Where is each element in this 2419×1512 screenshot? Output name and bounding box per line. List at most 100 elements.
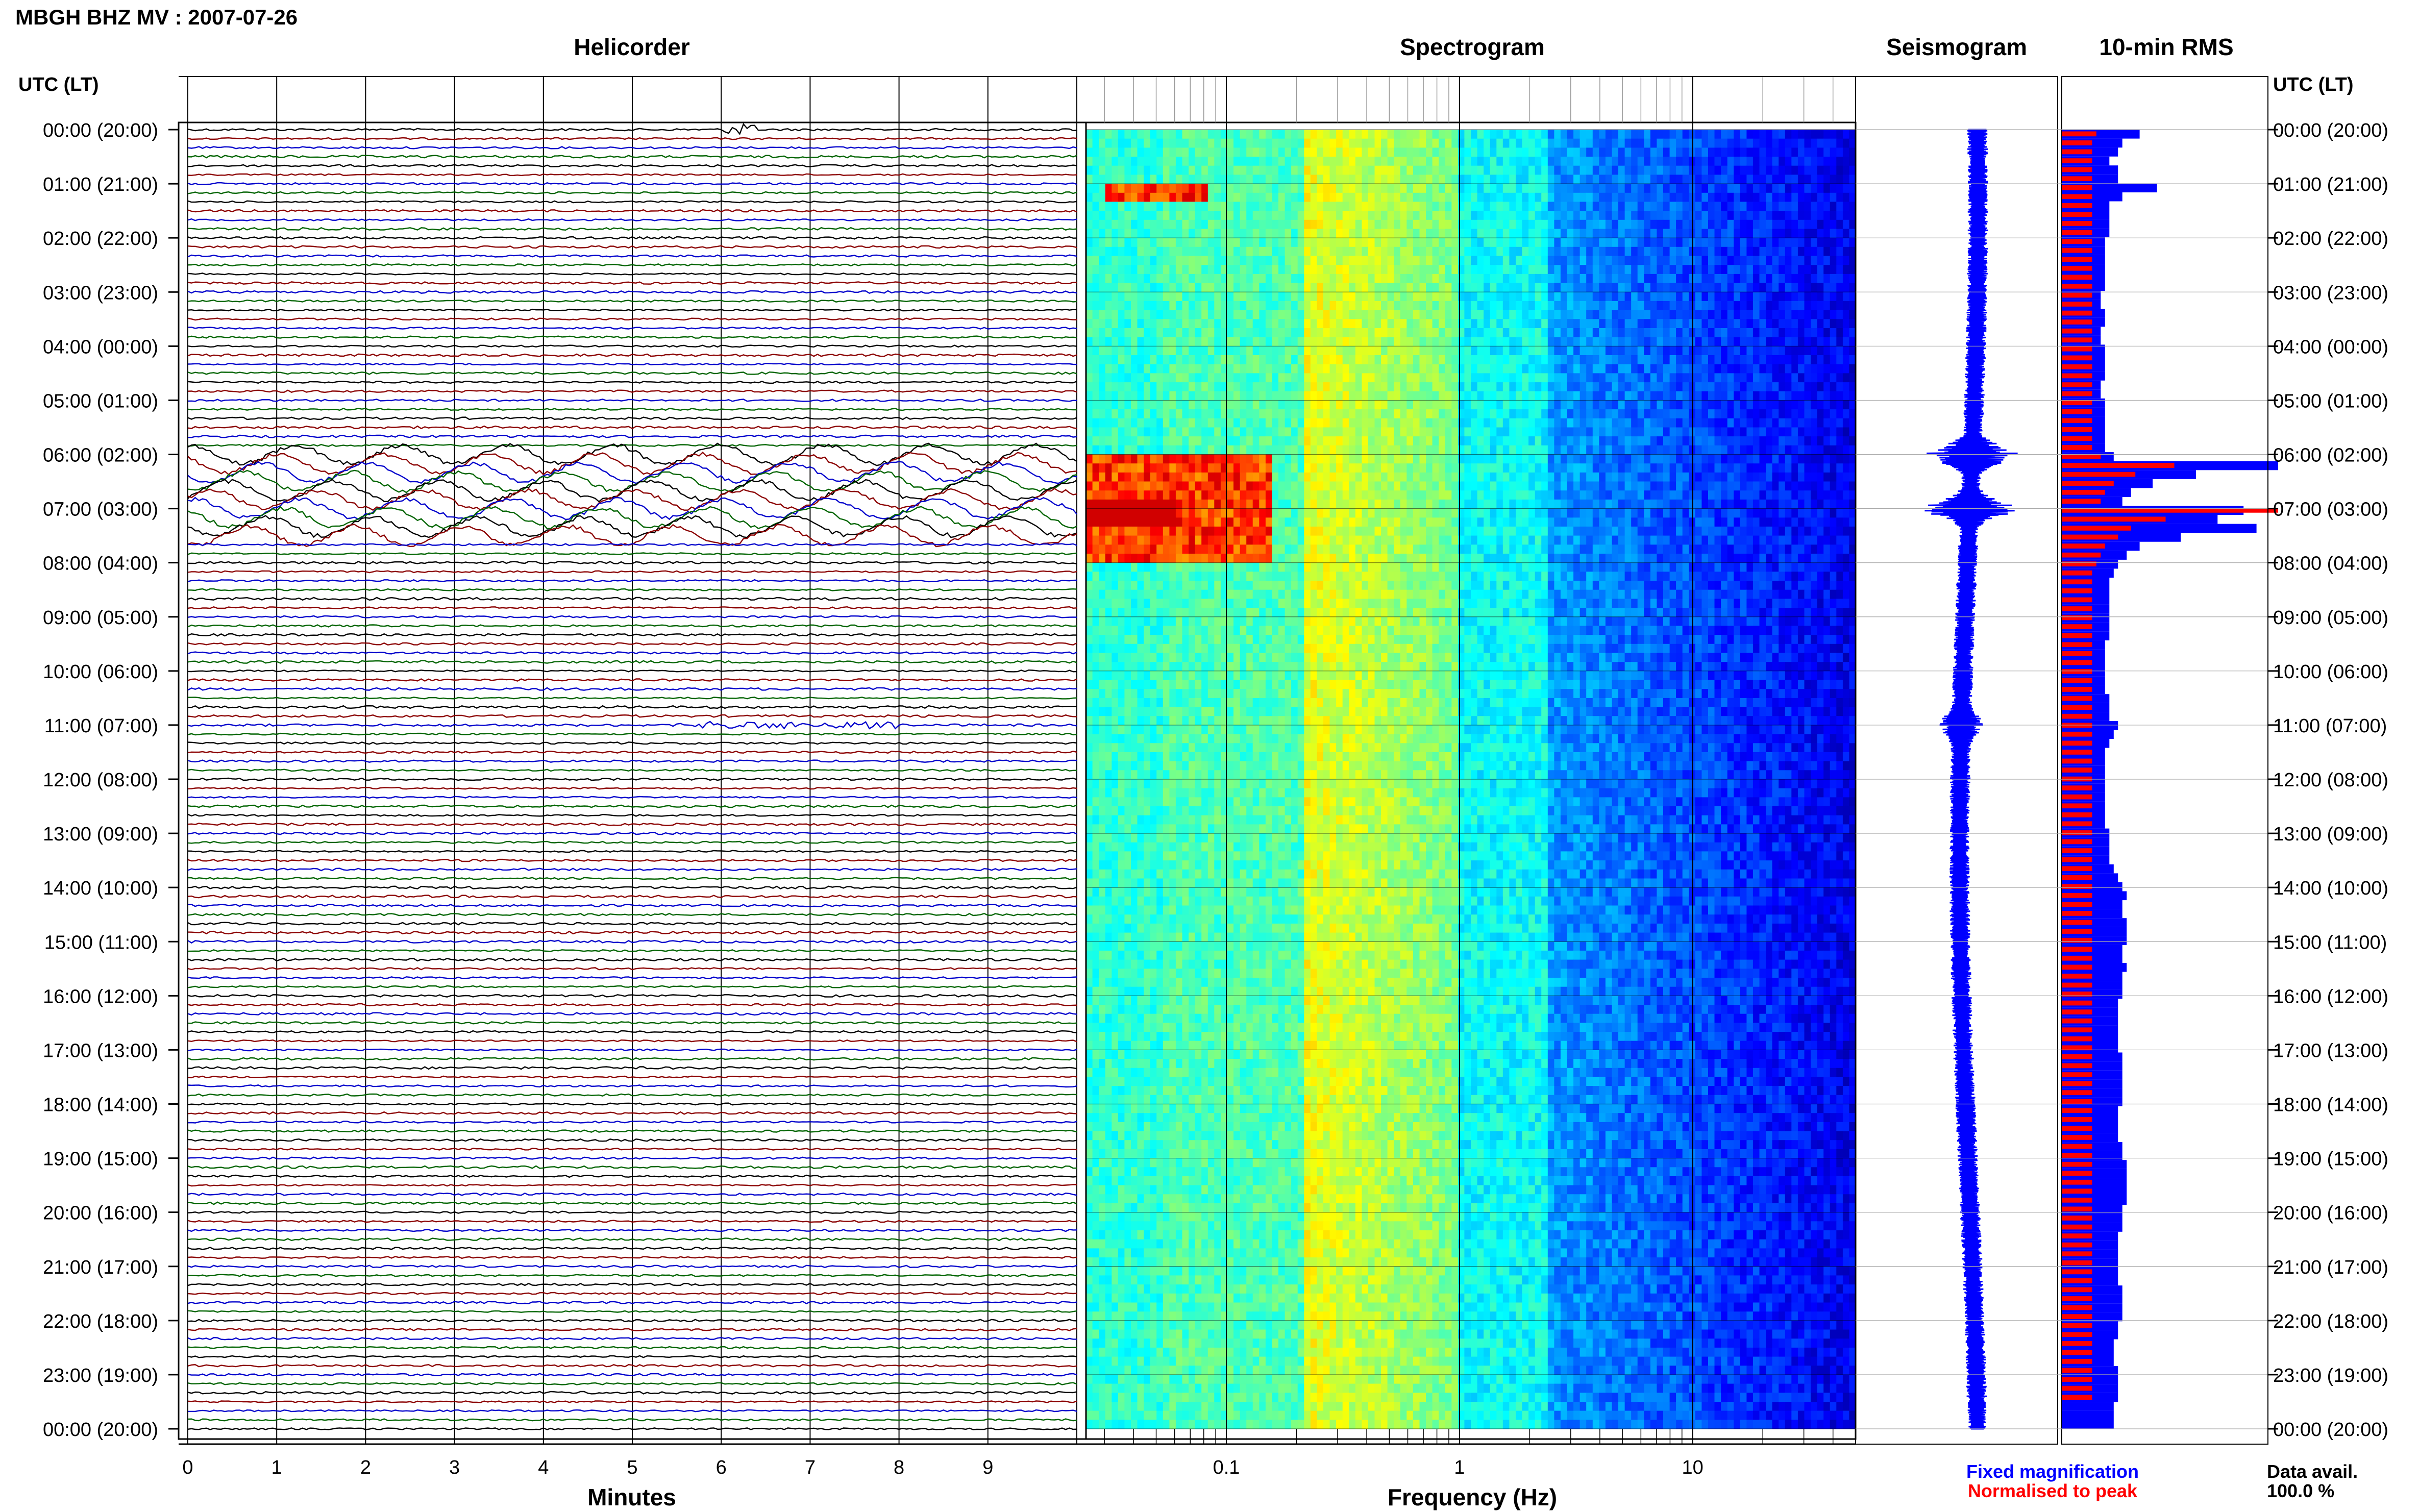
spectrogram-cell <box>1484 301 1491 311</box>
spectrogram-cell <box>1156 328 1164 338</box>
spectrogram-cell <box>1586 130 1593 139</box>
spectrogram-cell <box>1657 130 1664 139</box>
spectrogram-cell <box>1669 346 1676 356</box>
spectrogram-cell <box>1201 346 1208 356</box>
spectrogram-cell <box>1112 463 1119 473</box>
spectrogram-cell <box>1137 130 1144 139</box>
spectrogram-cell <box>1201 463 1208 473</box>
spectrogram-cell <box>1541 211 1548 220</box>
spectrogram-cell <box>1727 418 1734 428</box>
helicorder-trace <box>187 840 1077 844</box>
spectrogram-cell <box>1502 310 1510 319</box>
spectrogram-cell <box>1387 436 1394 446</box>
spectrogram-cell <box>1387 382 1394 392</box>
spectrogram-cell <box>1791 364 1798 374</box>
spectrogram-cell <box>1195 382 1202 392</box>
spectrogram-cell <box>1721 246 1728 257</box>
spectrogram-cell <box>1791 246 1798 257</box>
spectrogram-cell <box>1522 138 1529 148</box>
spectrogram-cell <box>1752 256 1760 265</box>
spectrogram-cell <box>1797 346 1805 356</box>
spectrogram-cell <box>1189 373 1196 383</box>
spectrogram-cell <box>1766 328 1773 338</box>
spectrogram-cell <box>1207 130 1215 139</box>
spectrogram-cell <box>1265 246 1273 257</box>
spectrogram-cell <box>1329 418 1337 428</box>
spectrogram-cell <box>1842 265 1850 275</box>
spectrogram-cell <box>1220 229 1228 238</box>
spectrogram-cell <box>1387 310 1394 319</box>
spectrogram-cell <box>1804 436 1811 446</box>
spectrogram-cell <box>1772 391 1779 401</box>
spectrogram-cell <box>1227 192 1234 203</box>
spectrogram-cell <box>1823 175 1831 184</box>
spectrogram-cell <box>1830 157 1837 166</box>
spectrogram-cell <box>1516 355 1523 365</box>
spectrogram-cell <box>1400 418 1407 428</box>
spectrogram-cell <box>1207 138 1215 148</box>
spectrogram-cell <box>1105 454 1112 464</box>
spectrogram-cell <box>1419 192 1426 203</box>
spectrogram-cell <box>1669 355 1676 365</box>
spectrogram-cell <box>1297 445 1304 455</box>
spectrogram-cell <box>1759 409 1766 419</box>
spectrogram-cell <box>1779 202 1786 211</box>
spectrogram-cell <box>1779 319 1786 329</box>
helicorder-trace <box>188 1409 1077 1412</box>
spectrogram-cell <box>1560 192 1568 203</box>
spectrogram-cell <box>1567 274 1574 284</box>
spectrogram-cell <box>1721 373 1728 383</box>
spectrogram-cell <box>1137 328 1144 338</box>
spectrogram-cell <box>1285 418 1292 428</box>
helicorder-trace <box>187 1129 1077 1133</box>
spectrogram-cell <box>1259 211 1266 220</box>
spectrogram-cell <box>1592 202 1599 211</box>
spectrogram-cell <box>1439 165 1446 175</box>
spectrogram-cell <box>1791 355 1798 365</box>
spectrogram-cell <box>1374 157 1381 166</box>
spectrogram-cell <box>1342 219 1349 230</box>
spectrogram-cell <box>1657 346 1664 356</box>
spectrogram-cell <box>1156 373 1164 383</box>
spectrogram-cell <box>1342 265 1349 275</box>
spectrogram-cell <box>1156 238 1164 247</box>
spectrogram-cell <box>1605 382 1613 392</box>
helicorder-trace <box>187 1373 1077 1377</box>
spectrogram-cell <box>1419 481 1426 491</box>
spectrogram-cell <box>1368 265 1375 275</box>
spectrogram-cell <box>1432 165 1439 175</box>
spectrogram-cell <box>1227 229 1234 238</box>
spectrogram-cell <box>1727 274 1734 284</box>
spectrogram-cell <box>1413 147 1420 157</box>
spectrogram-cell <box>1701 184 1709 193</box>
spectrogram-cell <box>1118 427 1125 437</box>
spectrogram-cell <box>1265 157 1273 166</box>
spectrogram-cell <box>1509 238 1516 247</box>
spectrogram-cell <box>1579 337 1587 346</box>
spectrogram-cell <box>1362 130 1369 139</box>
spectrogram-cell <box>1432 265 1439 275</box>
spectrogram-cell <box>1233 202 1241 211</box>
spectrogram-cell <box>1721 382 1728 392</box>
spectrogram-cell <box>1278 418 1286 428</box>
spectrogram-cell <box>1779 246 1786 257</box>
spectrogram-cell <box>1567 165 1574 175</box>
spectrogram-cell <box>1201 301 1208 311</box>
spectrogram-cell <box>1502 319 1510 329</box>
spectrogram-cell <box>1605 274 1613 284</box>
spectrogram-cell <box>1285 238 1292 247</box>
spectrogram-cell <box>1400 400 1407 410</box>
spectrogram-cell <box>1207 346 1215 356</box>
spectrogram-cell <box>1278 445 1286 455</box>
spectrogram-cell <box>1849 175 1856 184</box>
spectrogram-cell <box>1842 346 1850 356</box>
helicorder-trace <box>187 697 1077 700</box>
spectrogram-cell <box>1259 265 1266 275</box>
spectrogram-cell <box>1791 219 1798 230</box>
spectrogram-cell <box>1240 130 1247 139</box>
spectrogram-cell <box>1471 175 1478 184</box>
spectrogram-cell <box>1259 301 1266 311</box>
spectrogram-cell <box>1516 202 1523 211</box>
spectrogram-cell <box>1227 283 1234 292</box>
spectrogram-cell <box>1156 246 1164 257</box>
